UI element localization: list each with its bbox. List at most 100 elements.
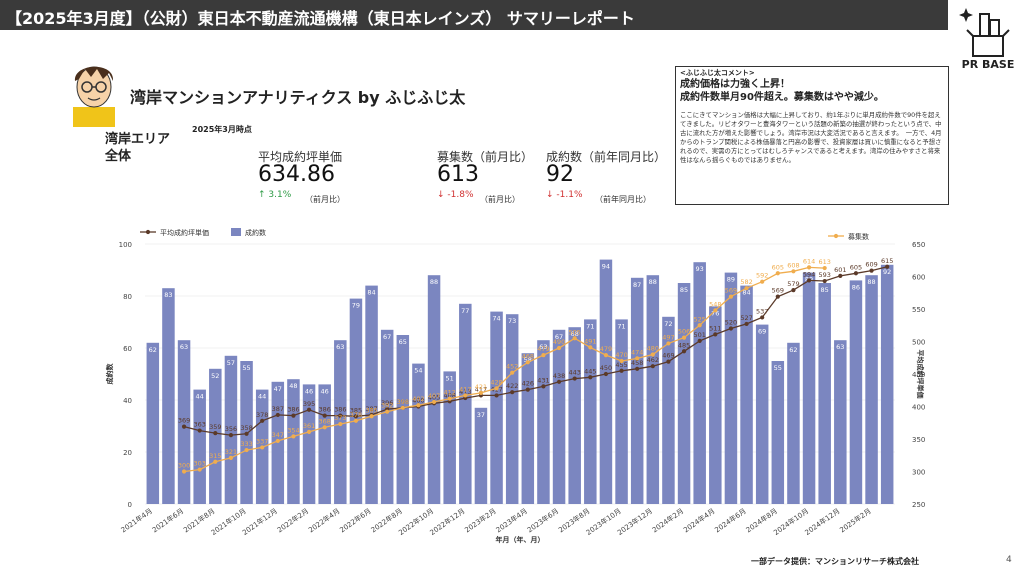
bar [584, 319, 597, 504]
bar-value-label: 85 [680, 286, 688, 294]
price-point-label: 408 [443, 391, 455, 399]
bar [630, 277, 644, 504]
x-tick-label: 2024年2月 [650, 506, 685, 534]
page-title: 【2025年3月度】（公財）東日本不動産流通機構（東日本レインズ） サマリーレポ… [6, 9, 635, 28]
author-avatar [73, 66, 115, 127]
bar-value-label: 63 [539, 343, 547, 351]
listings-point [369, 414, 374, 419]
listings-point-label: 490 [553, 338, 565, 346]
bar-value-label: 79 [352, 302, 360, 310]
listings-point [806, 265, 812, 270]
bar [724, 272, 738, 504]
bar [740, 285, 753, 504]
price-point-label: 458 [631, 359, 643, 367]
price-point [260, 418, 265, 423]
kpi-listings-label: 募集数（前月比） [437, 150, 534, 164]
x-tick-label: 2021年12月 [240, 506, 279, 537]
listings-point [400, 405, 405, 410]
listings-point-label: 474 [631, 348, 643, 356]
price-point-label: 594 [803, 270, 815, 278]
price-point [681, 349, 687, 354]
listings-point-label: 613 [818, 258, 830, 266]
listings-point [275, 438, 280, 444]
listings-point [744, 286, 749, 291]
price-point-label: 413 [459, 388, 471, 396]
bar-value-label: 87 [633, 281, 641, 289]
bar-value-label: 47 [274, 385, 282, 393]
listings-point-label: 497 [662, 333, 674, 341]
price-point-label: 469 [662, 352, 674, 360]
kpi-price-value: 634.86 [258, 162, 335, 187]
kpi-price-label: 平均成約坪単価 [258, 150, 343, 164]
bar-value-label: 68 [571, 330, 579, 338]
listings-point [306, 429, 312, 434]
bar-value-label: 62 [149, 346, 157, 354]
bar-value-label: 65 [399, 338, 407, 346]
bar [209, 368, 222, 504]
listings-point [791, 269, 796, 274]
listings-point-label: 315 [209, 452, 221, 460]
price-point-label: 369 [178, 417, 190, 425]
price-point-label: 501 [693, 331, 705, 339]
price-point-label: 398 [397, 398, 409, 406]
page-number: 4 [1006, 555, 1012, 565]
x-tick-label: 2023年2月 [463, 506, 498, 534]
price-point [275, 412, 280, 418]
bar-value-label: 55 [774, 364, 782, 372]
bar [599, 259, 613, 504]
y2-tick-label: 650 [912, 241, 925, 249]
bar [349, 298, 363, 504]
bar-value-label: 71 [586, 322, 594, 330]
bar-value-label: 63 [836, 343, 844, 351]
price-point [885, 264, 890, 269]
building-box-icon [959, 8, 1010, 57]
listings-point-label: 428 [490, 378, 502, 386]
bar [771, 361, 785, 504]
price-point-label: 396 [381, 399, 393, 407]
price-point [744, 321, 749, 327]
bar [177, 340, 191, 504]
bar [787, 342, 800, 504]
bar-value-label: 92 [883, 268, 891, 276]
bar-value-label: 76 [711, 309, 719, 317]
listings-point [666, 341, 671, 346]
listings-point [291, 434, 296, 439]
price-point-label: 386 [287, 406, 299, 414]
bar-value-label: 51 [446, 374, 454, 382]
listings-point [713, 308, 718, 313]
price-point [213, 431, 218, 436]
listings-point [635, 356, 640, 361]
price-point-label: 387 [365, 405, 377, 413]
y2-tick-label: 300 [912, 469, 925, 477]
listings-point-label: 337 [256, 437, 268, 445]
price-point [181, 424, 187, 429]
bar [365, 285, 378, 504]
listings-point [197, 467, 202, 472]
price-point [338, 413, 343, 418]
price-point [541, 384, 546, 389]
listings-point-label: 407 [428, 392, 440, 400]
bar [474, 407, 488, 504]
x-tick-label: 2024年12月 [803, 506, 842, 537]
bar-value-label: 94 [602, 263, 610, 271]
bar [646, 275, 660, 504]
listings-point-label: 373 [334, 414, 346, 422]
bar [412, 363, 425, 504]
listings-point [494, 386, 499, 391]
bar-value-label: 54 [414, 367, 422, 375]
price-point-label: 378 [256, 411, 268, 419]
listings-point [463, 393, 468, 398]
price-point [728, 326, 734, 331]
listings-point-label: 479 [600, 345, 612, 353]
comment-headline: 成約価格は力強く上昇！ 成約件数単月90件超え。募集数はやや減少。 [680, 79, 884, 103]
kpi-deals-change: ↓ -1.1% [546, 190, 583, 200]
bar [380, 329, 394, 504]
bar-value-label: 72 [664, 320, 672, 328]
price-point-label: 593 [818, 271, 830, 279]
price-point [650, 364, 655, 369]
y-tick-label: 20 [123, 449, 132, 457]
bar-value-label: 73 [508, 317, 516, 325]
listings-point [619, 358, 624, 364]
price-point-label: 426 [522, 380, 534, 388]
